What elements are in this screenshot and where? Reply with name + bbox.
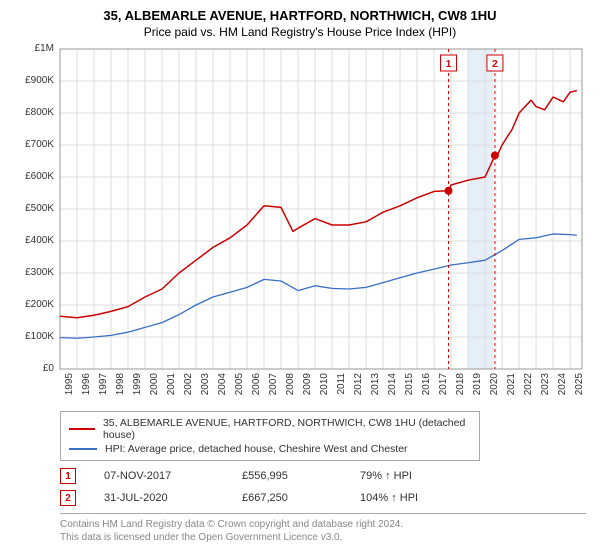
y-tick-label: £1M bbox=[14, 43, 54, 54]
chart-subtitle: Price paid vs. HM Land Registry's House … bbox=[14, 25, 586, 39]
sale-marker-box: 2 bbox=[60, 490, 76, 506]
y-tick-label: £0 bbox=[14, 363, 54, 374]
y-tick-label: £100K bbox=[14, 331, 54, 342]
x-tick-label: 2016 bbox=[421, 373, 432, 413]
x-tick-label: 2013 bbox=[370, 373, 381, 413]
x-tick-label: 2017 bbox=[438, 373, 449, 413]
y-tick-label: £700K bbox=[14, 139, 54, 150]
sale-marker-box: 1 bbox=[60, 468, 76, 484]
x-tick-label: 1996 bbox=[81, 373, 92, 413]
sale-rows: 1 07-NOV-2017 £556,995 79% ↑ HPI 2 31-JUL-202… bbox=[60, 465, 586, 509]
x-tick-label: 2004 bbox=[217, 373, 228, 413]
sale-date: 07-NOV-2017 bbox=[104, 470, 214, 482]
x-tick-label: 2022 bbox=[523, 373, 534, 413]
svg-text:1: 1 bbox=[446, 59, 452, 70]
x-tick-label: 1999 bbox=[132, 373, 143, 413]
sale-pct: 79% ↑ HPI bbox=[360, 470, 460, 482]
x-tick-label: 2003 bbox=[200, 373, 211, 413]
x-tick-label: 2001 bbox=[166, 373, 177, 413]
x-tick-label: 2023 bbox=[540, 373, 551, 413]
sale-pct: 104% ↑ HPI bbox=[360, 492, 460, 504]
legend-swatch bbox=[69, 448, 97, 450]
chart-svg: 12 bbox=[14, 45, 586, 405]
x-tick-label: 2000 bbox=[149, 373, 160, 413]
legend-label: 35, ALBEMARLE AVENUE, HARTFORD, NORTHWIC… bbox=[103, 417, 471, 441]
chart-title: 35, ALBEMARLE AVENUE, HARTFORD, NORTHWIC… bbox=[14, 8, 586, 23]
y-tick-label: £900K bbox=[14, 75, 54, 86]
x-tick-label: 2010 bbox=[319, 373, 330, 413]
footer: Contains HM Land Registry data © Crown c… bbox=[60, 513, 586, 544]
legend-label: HPI: Average price, detached house, Ches… bbox=[105, 443, 408, 455]
x-tick-label: 2021 bbox=[506, 373, 517, 413]
legend: 35, ALBEMARLE AVENUE, HARTFORD, NORTHWIC… bbox=[60, 411, 480, 461]
x-tick-label: 1995 bbox=[64, 373, 75, 413]
footer-line: This data is licensed under the Open Gov… bbox=[60, 531, 586, 544]
y-tick-label: £400K bbox=[14, 235, 54, 246]
sale-row: 1 07-NOV-2017 £556,995 79% ↑ HPI bbox=[60, 465, 586, 487]
x-tick-label: 2020 bbox=[489, 373, 500, 413]
x-tick-label: 1997 bbox=[98, 373, 109, 413]
x-tick-label: 2007 bbox=[268, 373, 279, 413]
sale-date: 31-JUL-2020 bbox=[104, 492, 214, 504]
sale-row: 2 31-JUL-2020 £667,250 104% ↑ HPI bbox=[60, 487, 586, 509]
x-tick-label: 1998 bbox=[115, 373, 126, 413]
legend-swatch bbox=[69, 428, 95, 430]
x-tick-label: 2015 bbox=[404, 373, 415, 413]
y-tick-label: £200K bbox=[14, 299, 54, 310]
chart-container: 35, ALBEMARLE AVENUE, HARTFORD, NORTHWIC… bbox=[0, 0, 600, 560]
legend-item: HPI: Average price, detached house, Ches… bbox=[69, 442, 471, 456]
svg-text:2: 2 bbox=[492, 59, 498, 70]
chart-area: 12 £0£100K£200K£300K£400K£500K£600K£700K… bbox=[14, 45, 586, 405]
sale-price: £556,995 bbox=[242, 470, 332, 482]
x-tick-label: 2025 bbox=[574, 373, 585, 413]
title-block: 35, ALBEMARLE AVENUE, HARTFORD, NORTHWIC… bbox=[14, 8, 586, 39]
x-tick-label: 2009 bbox=[302, 373, 313, 413]
legend-item: 35, ALBEMARLE AVENUE, HARTFORD, NORTHWIC… bbox=[69, 416, 471, 442]
x-tick-label: 2005 bbox=[234, 373, 245, 413]
x-tick-label: 2011 bbox=[336, 373, 347, 413]
y-tick-label: £600K bbox=[14, 171, 54, 182]
x-tick-label: 2006 bbox=[251, 373, 262, 413]
sale-price: £667,250 bbox=[242, 492, 332, 504]
y-tick-label: £300K bbox=[14, 267, 54, 278]
x-tick-label: 2002 bbox=[183, 373, 194, 413]
x-tick-label: 2012 bbox=[353, 373, 364, 413]
y-tick-label: £500K bbox=[14, 203, 54, 214]
x-tick-label: 2019 bbox=[472, 373, 483, 413]
x-tick-label: 2024 bbox=[557, 373, 568, 413]
x-tick-label: 2014 bbox=[387, 373, 398, 413]
footer-line: Contains HM Land Registry data © Crown c… bbox=[60, 518, 586, 531]
y-tick-label: £800K bbox=[14, 107, 54, 118]
x-tick-label: 2008 bbox=[285, 373, 296, 413]
x-tick-label: 2018 bbox=[455, 373, 466, 413]
